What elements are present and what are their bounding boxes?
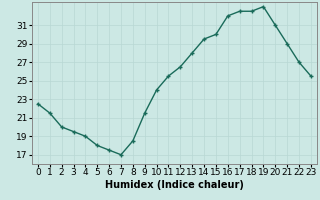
X-axis label: Humidex (Indice chaleur): Humidex (Indice chaleur)	[105, 180, 244, 190]
